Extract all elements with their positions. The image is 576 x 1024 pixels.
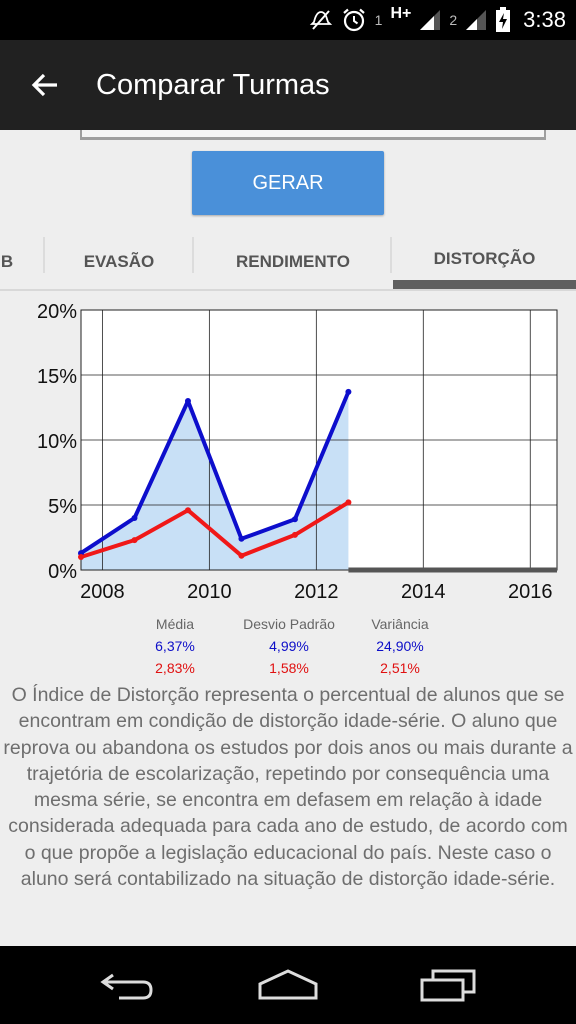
stat-value-series2: 1,58% bbox=[226, 658, 352, 680]
tab-evasao[interactable]: EVASÃO bbox=[45, 233, 193, 291]
status-bar: 1 H+ 2 3:38 bbox=[0, 0, 576, 40]
tab-partial[interactable]: B bbox=[0, 233, 22, 291]
data-point bbox=[185, 398, 191, 404]
stat-column-variance: Variância 24,90% 2,51% bbox=[358, 614, 442, 680]
network-type: H+ bbox=[390, 5, 411, 23]
data-point bbox=[131, 515, 137, 521]
mute-icon bbox=[309, 8, 333, 32]
stat-label: Média bbox=[135, 614, 215, 636]
stat-value-series1: 6,37% bbox=[135, 636, 215, 658]
tabs-divider bbox=[0, 289, 576, 291]
stat-value-series2: 2,83% bbox=[135, 658, 215, 680]
x-tick-label: 2016 bbox=[508, 581, 553, 603]
nav-recents-button[interactable] bbox=[408, 962, 488, 1008]
stats-table: Média 6,37% 2,83% Desvio Padrão 4,99% 1,… bbox=[0, 614, 576, 680]
data-point bbox=[78, 554, 84, 560]
data-point bbox=[185, 507, 191, 513]
stat-column-stddev: Desvio Padrão 4,99% 1,58% bbox=[226, 614, 352, 680]
data-point bbox=[238, 536, 244, 542]
distortion-chart: 0% 5% 10% 15% 20% 2008 2010 2012 2014 2016 bbox=[0, 300, 576, 610]
chart-svg: 0% 5% 10% 15% 20% 2008 2010 2012 2014 2016 bbox=[0, 300, 576, 610]
data-point bbox=[131, 537, 137, 543]
y-tick-label: 5% bbox=[48, 496, 77, 518]
stat-label: Variância bbox=[358, 614, 442, 636]
data-point bbox=[345, 499, 351, 505]
page-title: Comparar Turmas bbox=[96, 69, 330, 102]
y-tick-label: 20% bbox=[37, 301, 77, 323]
tab-divider bbox=[390, 237, 392, 273]
stat-value-series1: 4,99% bbox=[226, 636, 352, 658]
nav-home-icon bbox=[257, 968, 319, 1002]
nav-home-button[interactable] bbox=[248, 962, 328, 1008]
generate-button[interactable]: GERAR bbox=[192, 151, 384, 215]
stat-value-series1: 24,90% bbox=[358, 636, 442, 658]
stat-value-series2: 2,51% bbox=[358, 658, 442, 680]
data-point bbox=[292, 532, 298, 538]
status-icons: 1 H+ 2 3:38 bbox=[309, 0, 576, 40]
nav-back-button[interactable] bbox=[88, 962, 168, 1008]
data-point bbox=[345, 389, 351, 395]
tab-bar: B EVASÃO RENDIMENTO DISTORÇÃO bbox=[0, 233, 576, 291]
app-bar: Comparar Turmas bbox=[0, 40, 576, 130]
battery-charging-icon bbox=[495, 7, 511, 33]
description-text: O Índice de Distorção representa o perce… bbox=[0, 682, 576, 892]
class-selector-bottom[interactable] bbox=[80, 130, 546, 140]
nav-back-icon bbox=[99, 969, 157, 1001]
x-tick-label: 2012 bbox=[294, 581, 339, 603]
data-point bbox=[292, 516, 298, 522]
navigation-bar bbox=[0, 946, 576, 1024]
nav-recents-icon bbox=[419, 968, 477, 1002]
stat-column-mean: Média 6,37% 2,83% bbox=[135, 614, 215, 680]
x-tick-label: 2014 bbox=[401, 581, 446, 603]
signal-icon bbox=[419, 9, 441, 31]
sim1-label: 1 bbox=[375, 12, 383, 28]
tab-rendimento[interactable]: RENDIMENTO bbox=[194, 233, 392, 291]
x-tick-label: 2010 bbox=[187, 581, 232, 603]
stat-label: Desvio Padrão bbox=[226, 614, 352, 636]
x-tick-label: 2008 bbox=[80, 581, 125, 603]
y-tick-label: 0% bbox=[48, 561, 77, 583]
y-tick-label: 10% bbox=[37, 431, 77, 453]
signal-icon-2 bbox=[465, 9, 487, 31]
sim2-label: 2 bbox=[449, 12, 457, 28]
clock: 3:38 bbox=[523, 7, 566, 33]
arrow-back-icon bbox=[31, 71, 59, 99]
y-tick-label: 15% bbox=[37, 366, 77, 388]
data-point bbox=[238, 553, 244, 559]
alarm-icon bbox=[341, 7, 367, 33]
back-button[interactable] bbox=[0, 40, 90, 130]
